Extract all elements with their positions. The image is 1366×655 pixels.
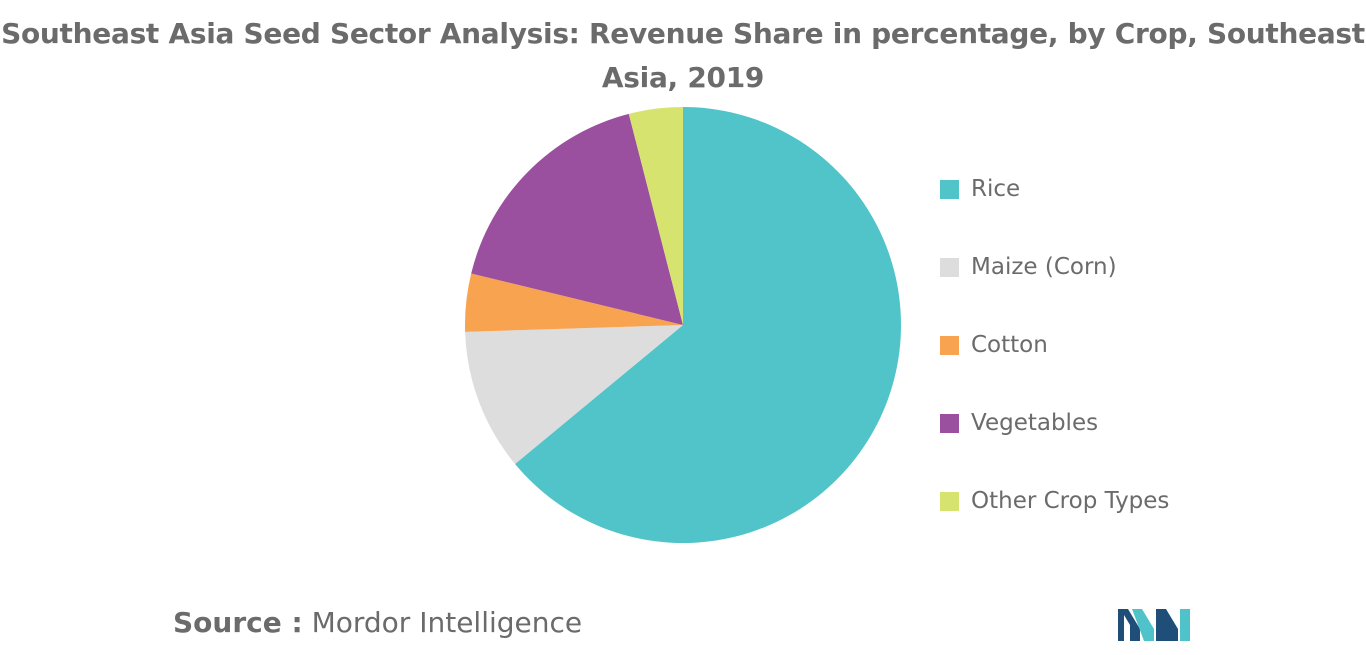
mordor-intelligence-logo-icon	[1118, 609, 1190, 641]
legend-label: Other Crop Types	[971, 488, 1170, 514]
legend-swatch	[940, 335, 959, 355]
pie-slice-cotton	[465, 273, 683, 332]
legend-label: Cotton	[971, 332, 1048, 358]
legend-swatch	[940, 413, 959, 433]
pie-slice-maize-corn	[465, 325, 683, 464]
legend-swatch	[940, 491, 959, 511]
legend-swatch	[940, 257, 959, 277]
legend-label: Vegetables	[971, 410, 1099, 436]
source-prefix: Source :	[173, 606, 303, 639]
chart-title-line-2: Asia, 2019	[601, 61, 765, 94]
chart-legend: Rice Maize (Corn) Cotton Vegetables Other Cr…	[940, 150, 1169, 540]
chart-title: Southeast Asia Seed Sector Analysis: Rev…	[0, 12, 1366, 100]
legend-item-cotton: Cotton	[940, 306, 1169, 384]
legend-item-vegetables: Vegetables	[940, 384, 1169, 462]
chart-title-line-1: Southeast Asia Seed Sector Analysis: Rev…	[1, 17, 1365, 50]
legend-swatch	[940, 179, 959, 199]
legend-label: Rice	[971, 176, 1021, 202]
source-name: Mordor Intelligence	[311, 606, 583, 639]
legend-item-maize-corn: Maize (Corn)	[940, 228, 1169, 306]
pie-slice-rice	[515, 107, 902, 544]
legend-item-rice: Rice	[940, 150, 1169, 228]
legend-label: Maize (Corn)	[971, 254, 1117, 280]
pie-slice-other-crop-types	[628, 107, 683, 325]
legend-item-other-crop-types: Other Crop Types	[940, 462, 1169, 540]
pie-slice-vegetables	[471, 113, 683, 325]
source-note: Source : Mordor Intelligence	[173, 606, 582, 639]
